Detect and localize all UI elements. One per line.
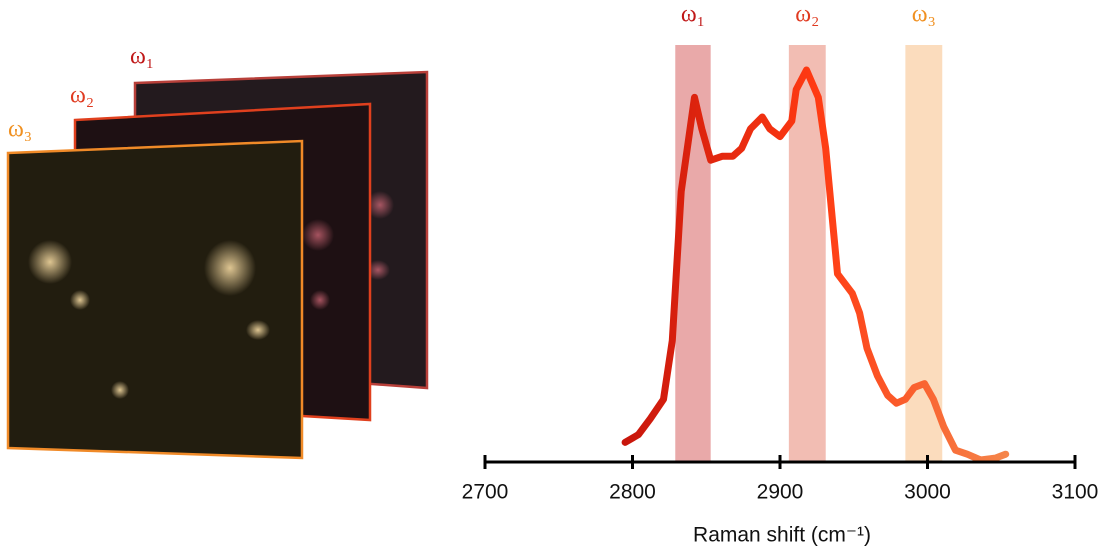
image-feature <box>111 381 129 399</box>
image-label: ω₂ <box>70 83 94 109</box>
image-stack <box>6 70 429 460</box>
image-label: ω₁ <box>130 44 154 70</box>
x-tick-label: 2800 <box>609 481 656 504</box>
band-label: ω₃ <box>912 2 936 28</box>
image-feature <box>366 191 394 219</box>
spectrum-line <box>621 66 1010 464</box>
image-label: ω₃ <box>8 117 32 143</box>
image-feature <box>246 320 270 340</box>
x-tick-label: 2700 <box>462 481 509 504</box>
x-tick-label: 3000 <box>904 481 951 504</box>
x-tick-label: 2900 <box>757 481 804 504</box>
x-axis-label: Raman shift (cm⁻¹) <box>693 524 871 547</box>
image-feature <box>366 260 390 280</box>
x-tick-label: 3100 <box>1052 481 1099 504</box>
image-feature <box>70 290 90 310</box>
image-feature <box>28 240 72 284</box>
image-feature <box>204 240 256 296</box>
band-label: ω₁ <box>681 2 705 28</box>
image-frame <box>6 139 304 460</box>
band-label: ω₂ <box>795 2 819 28</box>
image-feature <box>310 290 330 310</box>
image-feature <box>302 219 334 251</box>
